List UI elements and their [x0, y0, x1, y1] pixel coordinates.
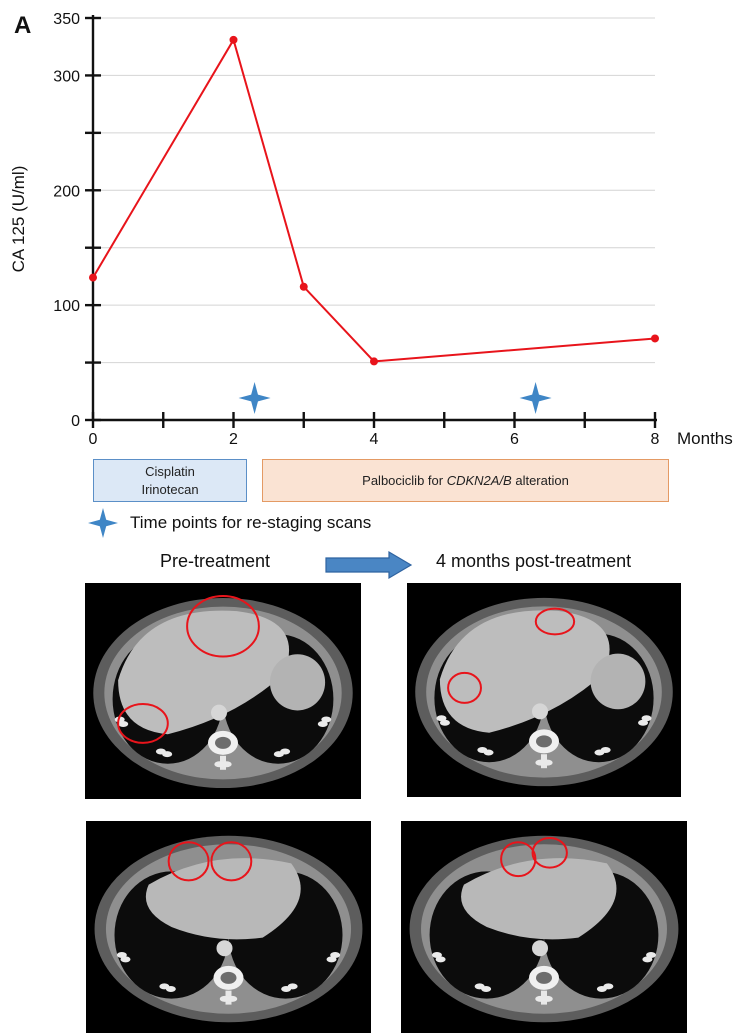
post-treatment-title: 4 months post-treatment: [436, 551, 632, 571]
lesion-highlight-circle: [210, 841, 253, 882]
data-point: [370, 357, 378, 366]
treatment-prefix: Palbociclib for: [362, 472, 447, 488]
data-point: [651, 334, 659, 343]
restaging-scan-marker: [519, 382, 552, 414]
legend: Time points for re-staging scans: [88, 506, 371, 540]
panel-label: A: [14, 12, 32, 39]
treatment-suffix: alteration: [511, 472, 569, 488]
heart: [145, 858, 301, 940]
treatment-gene: CDKN2A/B: [446, 472, 512, 488]
liver: [439, 610, 610, 733]
spinal-canal: [215, 736, 231, 749]
rib: [542, 995, 553, 1002]
rib: [594, 749, 605, 756]
rib: [219, 995, 230, 1002]
rib: [281, 985, 292, 992]
heart: [461, 858, 617, 940]
rib: [118, 720, 129, 727]
rib: [596, 985, 607, 992]
rib: [483, 749, 494, 756]
rib: [431, 951, 442, 958]
lesion-highlight-circle: [531, 836, 568, 869]
lesion-highlight-circle: [500, 841, 537, 878]
y-tick-label: 200: [53, 183, 80, 200]
rib: [221, 761, 232, 768]
restaging-scan-marker: [238, 382, 271, 414]
data-point: [299, 282, 308, 291]
ct-scan-post-treatment-lower: [401, 821, 687, 1033]
x-tick-label: 2: [229, 431, 238, 448]
rib: [120, 956, 131, 963]
rib: [116, 951, 127, 958]
aorta: [532, 940, 548, 957]
lesion-highlight-circle: [117, 702, 169, 744]
rib: [535, 759, 546, 766]
rib: [435, 956, 446, 963]
data-point: [229, 35, 238, 44]
rib: [641, 715, 652, 722]
treatment-box-cisplatin-irinotecan: Cisplatin Irinotecan: [93, 459, 247, 502]
rib: [227, 995, 238, 1002]
treatment-box-palbociclib: Palbociclib for CDKN2A/B alteration: [262, 459, 669, 502]
rib: [481, 985, 492, 992]
aorta: [532, 703, 548, 720]
ct-scan-pre-treatment-upper: [85, 583, 361, 799]
lesion-highlight-circle: [186, 594, 260, 658]
treatment-line-2: Irinotecan: [141, 481, 199, 497]
lesion-highlight-circle: [167, 841, 210, 882]
treatment-line-1: Cisplatin: [145, 463, 195, 479]
ca125-series-line: [92, 37, 656, 363]
ca125-line-chart: 0 100 200 300 350 0 2 4 6 8 Months CA 125 (U/ml): [9, 11, 733, 448]
rib: [162, 751, 173, 758]
y-tick-label: 100: [53, 298, 80, 315]
y-tick-label: 350: [53, 11, 80, 28]
liver: [118, 610, 290, 735]
rib: [542, 759, 553, 766]
ct-image: [415, 597, 673, 787]
spinal-canal: [536, 735, 552, 748]
legend-label: Time points for re-staging scans: [130, 513, 372, 532]
aorta: [211, 704, 227, 721]
stomach: [269, 654, 326, 711]
ct-scan-pre-treatment-lower: [86, 821, 371, 1033]
data-point: [89, 273, 97, 282]
rib: [326, 956, 337, 963]
rib: [646, 951, 657, 958]
spinal-canal: [536, 971, 552, 984]
rib: [439, 719, 450, 726]
rib: [638, 719, 649, 726]
ct-image: [93, 594, 353, 789]
x-tick-label: 0: [89, 431, 98, 448]
rib: [535, 995, 546, 1002]
y-tick-label: 0: [71, 413, 80, 430]
rib: [273, 751, 284, 758]
rib: [321, 716, 332, 723]
rib: [214, 761, 225, 768]
x-tick-label: 8: [651, 431, 660, 448]
rib: [330, 951, 341, 958]
x-tick-label: 6: [510, 431, 519, 448]
lesion-highlight-circle: [447, 671, 482, 704]
rib: [642, 956, 653, 963]
spinal-canal: [220, 971, 237, 984]
rib: [317, 720, 328, 727]
rib: [436, 715, 447, 722]
right-arrow-icon: [325, 550, 413, 580]
ct-scan-post-treatment-upper: [407, 583, 681, 797]
y-axis-label: CA 125 (U/ml): [9, 166, 28, 273]
lesion-highlight-circle: [534, 607, 576, 636]
pre-treatment-title: Pre-treatment: [160, 551, 271, 571]
y-tick-label: 300: [53, 68, 80, 85]
four-point-star-icon: [88, 508, 118, 538]
ct-image: [409, 835, 679, 1023]
aorta: [216, 940, 233, 957]
stomach: [590, 653, 646, 710]
x-axis-label: Months: [677, 429, 733, 448]
rib: [114, 716, 125, 723]
ct-image: [94, 835, 363, 1023]
rib: [165, 985, 176, 992]
x-tick-label: 4: [370, 431, 379, 448]
